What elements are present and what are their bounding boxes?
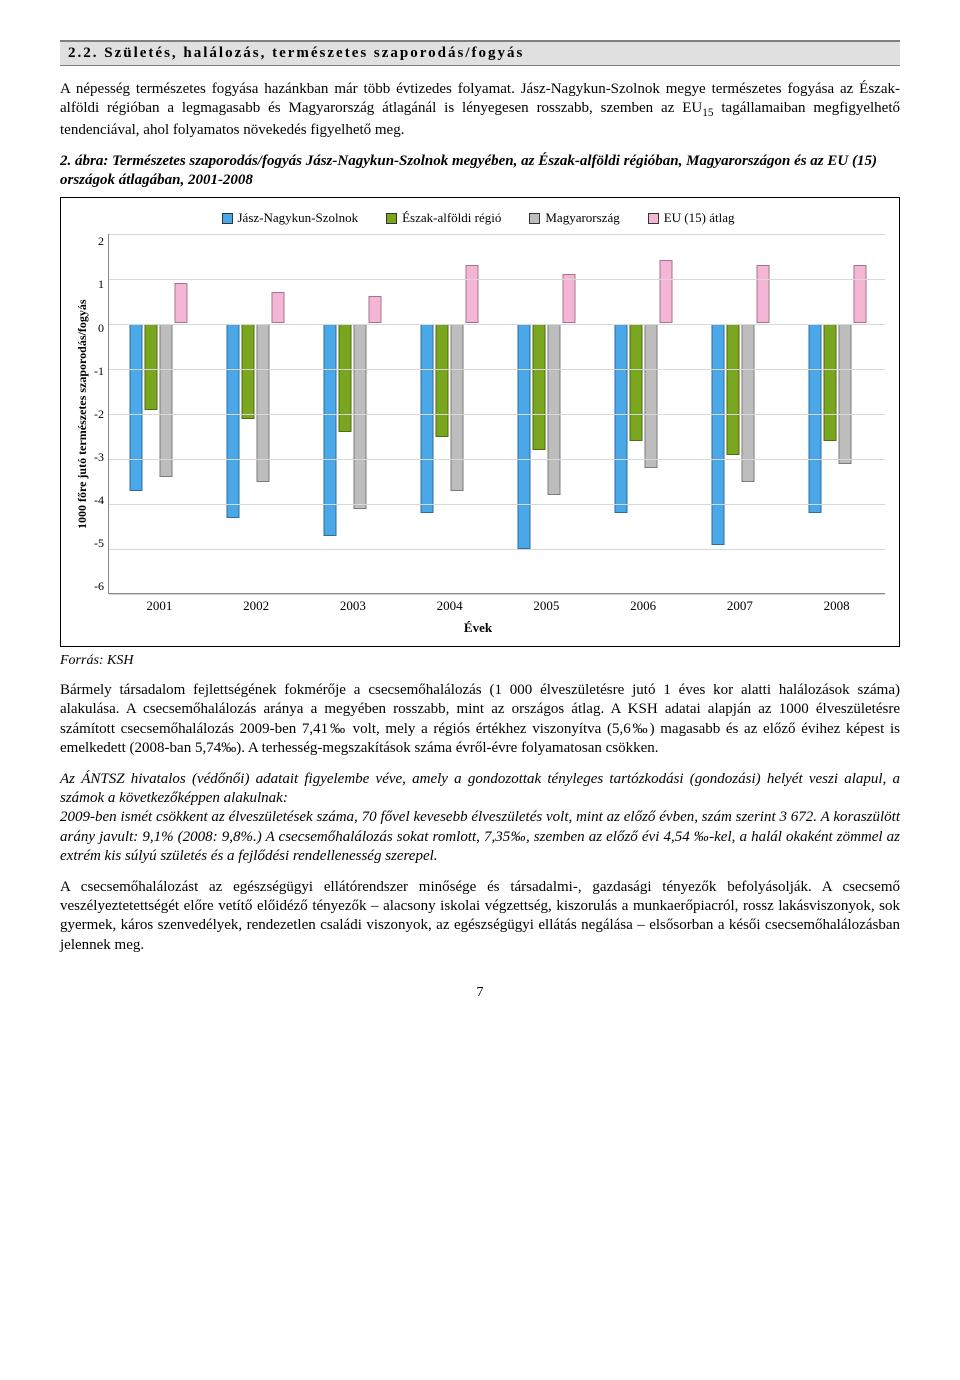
bar <box>839 324 852 464</box>
section-heading: 2.2. Születés, halálozás, természetes sz… <box>60 40 900 66</box>
x-tick: 2004 <box>437 598 463 614</box>
paragraph-2: Bármely társadalom fejlettségének fokmér… <box>60 681 900 758</box>
x-tick: 2007 <box>727 598 753 614</box>
legend-item: Magyarország <box>529 210 619 226</box>
y-tick: 0 <box>98 321 104 336</box>
bar <box>660 260 673 323</box>
paragraph-5: A csecsemőhalálozást az egészségügyi ell… <box>60 878 900 955</box>
bar <box>518 324 531 549</box>
italic-block: Az ÁNTSZ hivatalos (védőnői) adatait fig… <box>60 770 900 866</box>
bar <box>824 324 837 441</box>
x-tick: 2008 <box>824 598 850 614</box>
x-tick: 2002 <box>243 598 269 614</box>
x-tick: 2003 <box>340 598 366 614</box>
y-tick: 2 <box>98 234 104 249</box>
y-tick: 1 <box>98 277 104 292</box>
x-axis-ticks: 2001 2002 2003 2004 2005 2006 2007 2008 <box>111 598 885 614</box>
bar <box>533 324 546 450</box>
bar <box>727 324 740 455</box>
bar <box>145 324 158 410</box>
y-tick: -1 <box>94 364 104 379</box>
y-tick: -4 <box>94 493 104 508</box>
bar <box>630 324 643 441</box>
y-tick: -5 <box>94 536 104 551</box>
figure-title: 2. ábra: Természetes szaporodás/fogyás J… <box>60 152 900 190</box>
bar <box>339 324 352 432</box>
bar <box>354 324 367 509</box>
page-number: 7 <box>60 985 900 1001</box>
bar <box>257 324 270 482</box>
legend-item: Jász-Nagykun-Szolnok <box>222 210 359 226</box>
y-tick: -2 <box>94 407 104 422</box>
bar <box>809 324 822 513</box>
bar <box>130 324 143 491</box>
paragraph-4: 2009-ben ismét csökkent az élveszületése… <box>60 808 900 866</box>
bar <box>175 283 188 324</box>
bar <box>421 324 434 513</box>
bar <box>466 265 479 324</box>
x-tick: 2006 <box>630 598 656 614</box>
bar <box>242 324 255 419</box>
bar <box>272 292 285 324</box>
bar <box>369 296 382 323</box>
bar <box>742 324 755 482</box>
bar <box>548 324 561 495</box>
y-axis-ticks: 2 1 0 -1 -2 -3 -4 -5 -6 <box>94 234 108 594</box>
bar <box>854 265 867 324</box>
chart-plot-area <box>108 234 885 594</box>
chart-container: Jász-Nagykun-Szolnok Észak-alföldi régió M… <box>60 197 900 647</box>
chart-legend: Jász-Nagykun-Szolnok Észak-alföldi régió M… <box>71 210 885 226</box>
y-tick: -3 <box>94 450 104 465</box>
bar <box>757 265 770 324</box>
x-tick: 2001 <box>146 598 172 614</box>
x-axis-label: Évek <box>71 620 885 636</box>
y-tick: -6 <box>94 579 104 594</box>
bar <box>227 324 240 518</box>
bar <box>160 324 173 477</box>
bar <box>436 324 449 437</box>
para1-sub: 15 <box>702 107 713 119</box>
y-axis-label: 1000 főre jutó természetes szaporodás/fo… <box>71 234 94 594</box>
bar <box>712 324 725 545</box>
bar <box>451 324 464 491</box>
x-tick: 2005 <box>533 598 559 614</box>
bar <box>563 274 576 324</box>
bar <box>615 324 628 513</box>
intro-paragraph: A népesség természetes fogyása hazánkban… <box>60 80 900 140</box>
bar <box>645 324 658 468</box>
legend-item: EU (15) átlag <box>648 210 735 226</box>
legend-item: Észak-alföldi régió <box>386 210 501 226</box>
chart-source: Forrás: KSH <box>60 653 900 669</box>
paragraph-3: Az ÁNTSZ hivatalos (védőnői) adatait fig… <box>60 770 900 808</box>
